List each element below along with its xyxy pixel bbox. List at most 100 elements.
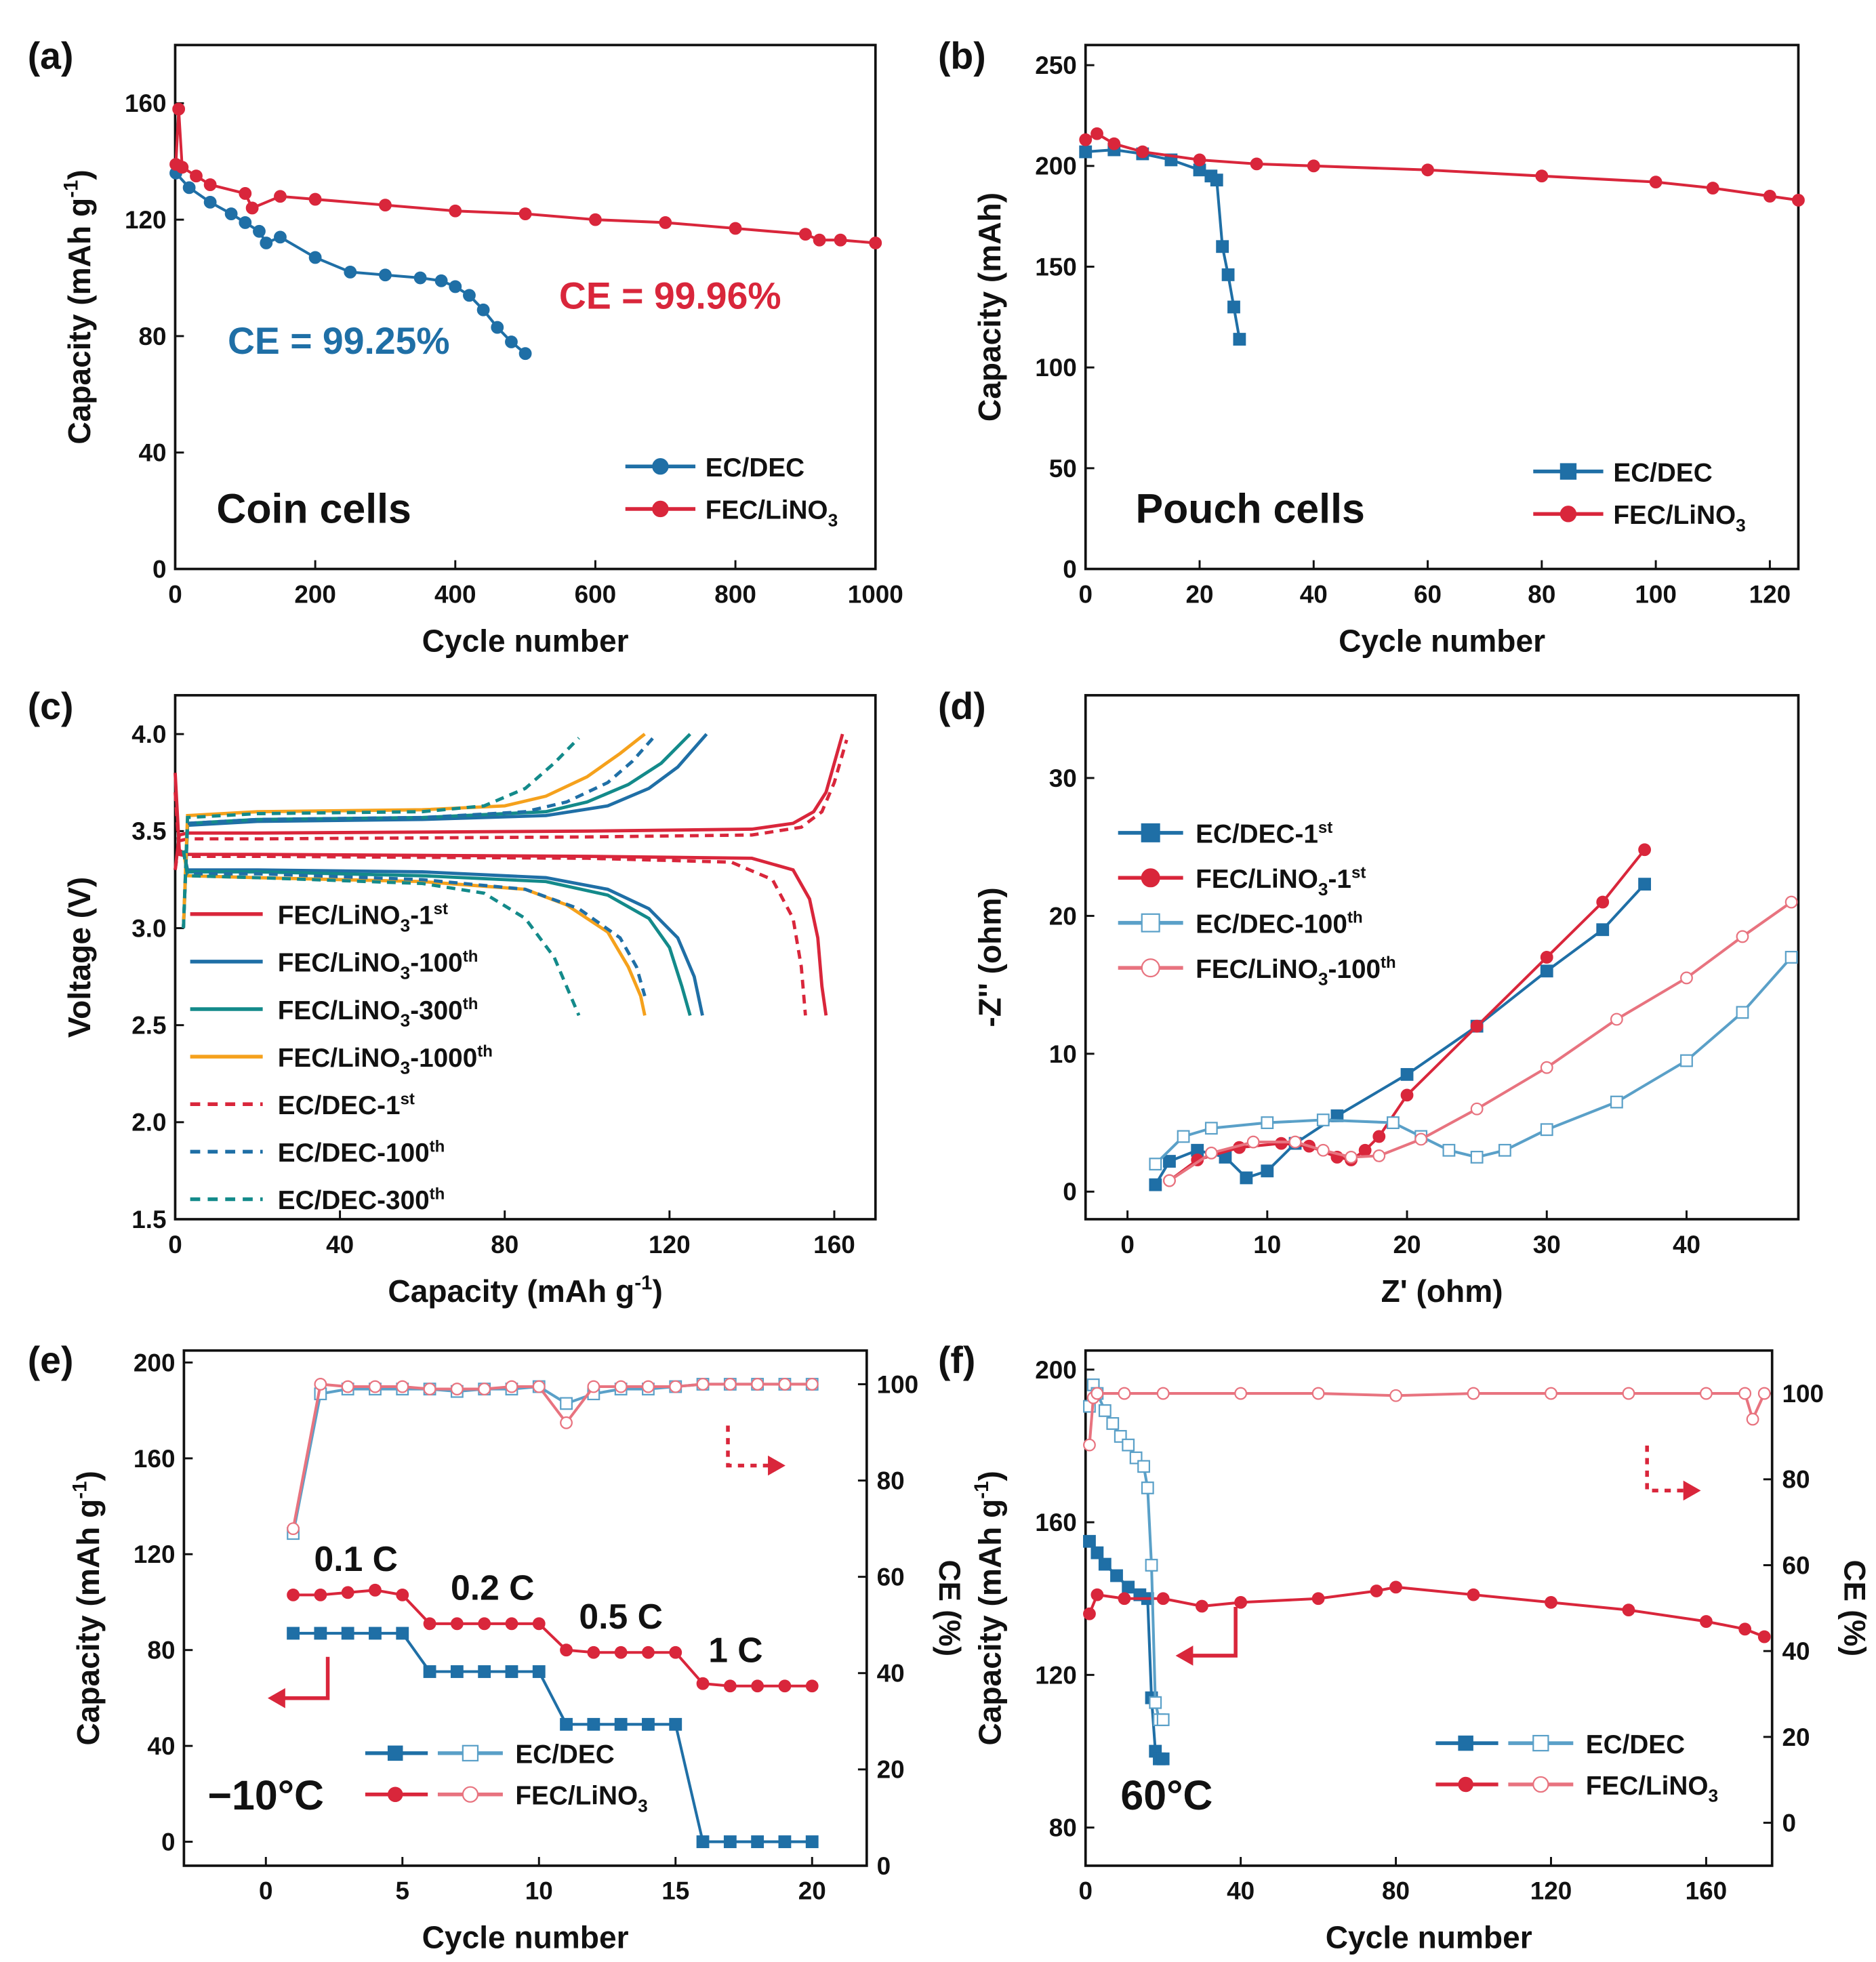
legend-marker [1141,868,1160,888]
y-right-tick-label: 20 [1782,1723,1810,1751]
data-point [1311,1387,1325,1400]
y-tick-label: 2.0 [131,1109,166,1137]
legend-label: FEC/LiNO3-1st [278,900,448,936]
data-point [1706,182,1719,195]
data-point [834,233,847,247]
legend-label: EC/DEC-100th [1196,909,1363,939]
x-tick-label: 10 [525,1877,553,1905]
data-point [1250,157,1263,171]
panel-a: (a) 0 200 400 600 800 1000 0 40 80 120 160 Cycle num… [28,35,903,658]
data-point [1149,1178,1162,1191]
series-ec-dec-capacity [1083,1534,1170,1765]
legend-marker [1559,463,1577,480]
data-point [589,213,602,226]
data-point [1757,1387,1771,1400]
data-point [396,1588,409,1601]
legend-label: FEC/LiNO3-100th [1196,954,1396,989]
y-right-tick-label: 60 [1782,1551,1810,1579]
y-right-tick-label: 0 [877,1852,891,1880]
series-line [1154,956,1793,1166]
series-line [182,850,704,1016]
x-tick-label: 60 [1414,580,1442,608]
x-tick-label: 160 [813,1231,855,1259]
x-axis-label: Capacity (mAh g-1) [388,1271,662,1308]
legend: EC/DEC FEC/LiNO3 [1435,1730,1718,1806]
y-right-tick-label: 0 [1782,1809,1796,1837]
data-point [614,1717,628,1731]
legend-marker [462,1744,479,1762]
panel-label: (c) [28,685,74,727]
data-point [1442,1143,1456,1157]
data-point [423,1665,436,1678]
legend-label: EC/DEC [515,1740,614,1770]
y-tick-label: 0 [161,1828,176,1856]
data-point [1470,1151,1484,1164]
inner-title: Pouch cells [1136,485,1365,531]
data-point [369,1583,382,1597]
data-point [1210,173,1223,187]
data-point [813,233,826,247]
data-point [1610,1095,1623,1109]
series-fec-lino3-300th-discharge [182,850,692,1016]
series-line [291,1383,813,1529]
series-line [174,108,876,245]
y-right-axis-label: CE (%) [933,1560,966,1657]
x-tick-label: 40 [326,1231,354,1259]
y-tick-label: 2.5 [131,1012,166,1040]
legend-label: EC/DEC [1586,1730,1685,1759]
data-point [1386,1116,1400,1129]
data-point [1107,137,1121,150]
panel-e: (e)0 5 10 15 2004080120160200020406080100CE … [28,1339,966,1955]
series-fec-lino3-ce [287,1378,819,1536]
data-point [478,1383,491,1395]
data-point [614,1380,628,1393]
series-fec-lino3-1st [1163,843,1652,1187]
y-tick-label: 10 [1049,1040,1077,1068]
data-point [1470,1102,1484,1116]
y-tick-label: 100 [1035,354,1077,382]
plot-frame [1084,1349,1774,1867]
data-point [751,1835,764,1848]
x-tick-label: 0 [1078,1877,1093,1905]
data-point [1240,1171,1253,1185]
data-point [1261,1164,1274,1178]
series-fec-lino3-100th-charge [182,733,708,928]
y-tick-label: 40 [147,1732,175,1760]
data-point [1246,1135,1260,1149]
legend-marker [1141,823,1160,842]
data-point [1110,1569,1123,1582]
data-point [723,1679,737,1693]
series-fec-lino3-100th [1163,895,1798,1187]
y-tick-label: 3.0 [131,914,166,942]
x-tick-label: 160 [1686,1877,1728,1905]
x-tick-label: 400 [434,580,476,608]
plot-frame [1084,43,1800,571]
data-point [1090,1546,1104,1559]
data-point [491,321,504,334]
data-point [287,1588,300,1601]
data-point [778,1835,792,1848]
data-point [1400,1067,1414,1081]
data-point [1680,971,1693,985]
data-point [1118,1387,1131,1400]
data-point [805,1679,819,1693]
y-tick-label: 150 [1035,253,1077,281]
legend-marker [1532,1734,1549,1752]
data-point [799,228,812,241]
legend-label: FEC/LiNO3 [515,1782,647,1816]
data-point [314,1588,327,1601]
legend-marker [1559,506,1577,523]
data-point [1149,1158,1162,1171]
y-tick-label: 120 [125,206,167,234]
data-point [1358,1143,1372,1157]
data-point [669,1380,682,1393]
x-axis-label: Cycle number [422,623,629,658]
data-point [1227,300,1240,314]
x-axis-label: Cycle number [422,1920,629,1955]
data-point [450,1617,464,1631]
data-point [560,1717,573,1731]
series-ec-dec-1st-charge [174,739,849,870]
right-axis-arrow [726,1425,773,1468]
data-point [203,178,217,191]
